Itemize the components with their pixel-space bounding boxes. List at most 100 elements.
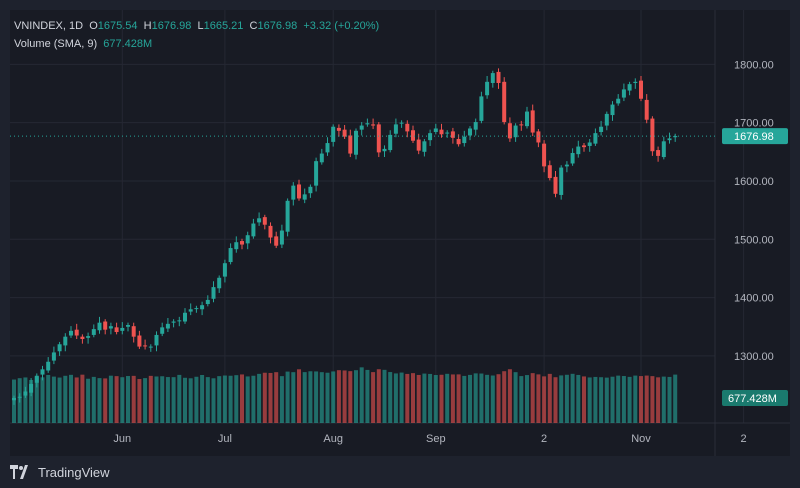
candle-body: [274, 236, 279, 246]
candle-body: [63, 336, 68, 346]
volume-bar: [308, 371, 313, 423]
volume-bar: [211, 378, 216, 423]
volume-bar: [143, 378, 148, 423]
candle-body: [114, 327, 119, 333]
volume-bar: [462, 375, 467, 423]
candle-body: [171, 321, 176, 323]
volume-bar: [217, 376, 222, 423]
volume-bar: [376, 369, 381, 423]
candle-body: [354, 130, 358, 155]
candle-body: [519, 124, 524, 126]
volume-bar: [268, 372, 273, 423]
candle-body: [502, 81, 507, 123]
tradingview-logo-icon: [10, 465, 32, 479]
volume-bar: [131, 375, 136, 423]
candle-body: [245, 235, 250, 244]
candle-body: [462, 136, 467, 144]
volume-bar: [485, 374, 490, 423]
volume-bar: [473, 373, 478, 423]
last-price-badge: [722, 128, 788, 145]
candle-body: [365, 123, 370, 125]
volume-bar: [559, 375, 564, 423]
volume-bar: [108, 375, 113, 423]
candle-body: [428, 133, 433, 141]
volume-bar: [621, 376, 626, 423]
candle-body: [120, 327, 125, 331]
candle-body: [542, 143, 547, 167]
volume-bar: [433, 375, 438, 423]
candle-body: [616, 98, 621, 104]
volume-bar: [507, 369, 512, 423]
volume-bar: [405, 373, 410, 423]
volume-bar: [29, 379, 34, 423]
volume-bar: [456, 374, 461, 423]
price-axis-label: 1400.00: [734, 293, 774, 305]
candle-body: [279, 230, 284, 245]
candle-body: [382, 148, 387, 152]
candle-body: [473, 122, 478, 130]
volume-bar: [302, 372, 307, 423]
candle-body: [610, 104, 615, 116]
volume-bar: [331, 371, 336, 423]
volume-bar: [291, 372, 296, 423]
volume-bar: [445, 373, 450, 423]
candle-body: [23, 391, 28, 396]
time-axis-label: 2: [541, 433, 547, 445]
volume-bar: [371, 372, 376, 423]
tradingview-logo[interactable]: TradingView: [10, 465, 110, 480]
chart-area[interactable]: 1800.00 1700.00 1600.00 1500.00 1400.00 1300.…: [10, 10, 790, 456]
volume-bar: [553, 377, 558, 423]
volume-bar: [354, 370, 358, 423]
volume-bar: [126, 376, 130, 423]
candle-body: [12, 397, 16, 401]
candle-body: [525, 111, 529, 127]
volume-bar: [274, 372, 279, 423]
close-value: 1676.98: [257, 20, 298, 32]
price-axis-label: 1500.00: [734, 234, 774, 246]
volume-bar: [40, 377, 45, 423]
volume-bar: [502, 371, 507, 423]
candle-body: [433, 128, 438, 132]
volume-bar: [650, 376, 655, 423]
volume-bar: [188, 378, 193, 423]
volume-bar: [240, 374, 244, 423]
volume-bar: [393, 373, 398, 423]
price-chart[interactable]: 1800.00 1700.00 1600.00 1500.00 1400.00 1300.…: [10, 10, 790, 456]
volume-bar: [23, 377, 28, 423]
candle-body: [656, 150, 661, 156]
candle-body: [587, 142, 592, 146]
volume-bar: [262, 372, 267, 423]
volume-bar: [661, 376, 666, 423]
candle-body: [411, 130, 415, 141]
volume-bar: [137, 379, 142, 423]
volume-value: 677.428M: [103, 38, 153, 50]
candle-body: [314, 161, 319, 186]
volume-label[interactable]: Volume (SMA, 9): [14, 38, 98, 50]
volume-bar: [490, 375, 495, 423]
candle-body: [143, 345, 148, 347]
volume-bar: [154, 376, 159, 423]
candle-body: [393, 124, 398, 134]
volume-bar: [69, 374, 73, 423]
volume-bar: [525, 375, 529, 423]
volume-bar: [576, 374, 581, 423]
volume-bar: [348, 371, 353, 423]
volume-bar: [547, 373, 552, 423]
volume-bar: [314, 371, 319, 423]
volume-bar: [183, 377, 187, 423]
candle-body: [644, 99, 649, 120]
candle-body: [513, 125, 518, 138]
volume-bar: [633, 375, 638, 423]
volume-bar: [519, 376, 524, 423]
candle-body: [302, 194, 307, 200]
volume-bar: [593, 376, 598, 423]
symbol-label[interactable]: VNINDEX, 1D: [14, 20, 84, 32]
volume-bar: [513, 372, 518, 423]
candle-body: [34, 375, 39, 383]
candle-body: [576, 146, 581, 155]
candle-body: [183, 312, 187, 322]
open-label: O: [89, 20, 98, 32]
candle-body: [74, 329, 79, 336]
candle-body: [439, 129, 444, 135]
volume-badge: [722, 390, 788, 406]
